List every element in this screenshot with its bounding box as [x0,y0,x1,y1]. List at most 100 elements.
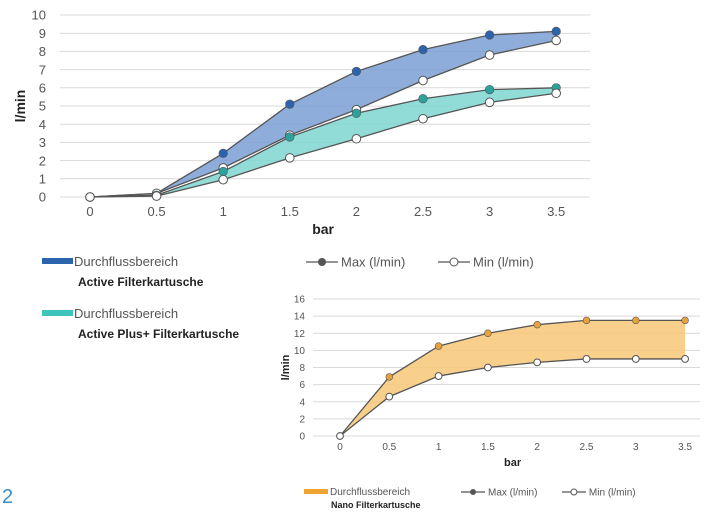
plus-min-point [484,97,495,108]
nano-max-line [339,319,686,437]
nano-legend-subtitle: Nano Filterkartusche [331,500,421,510]
active-min-point [418,75,428,86]
plus-legend-subtitle: Active Plus+ Filterkartusche [78,327,239,341]
active-legend-swatch [42,258,73,264]
y-tick-label: 6 [299,380,305,391]
active-legend-title: Durchflussbereich [74,254,178,269]
y-tick-label: 8 [299,363,305,374]
nano-min-point [681,355,689,363]
legend-max-marker [318,258,326,266]
nano-min-point [484,363,492,372]
legend-min-marker [570,488,578,496]
plus-max-point [485,85,495,95]
x-tick-label: 2 [353,204,360,219]
nano-max-point [632,316,640,325]
x-tick-label: 3.5 [547,204,565,219]
nano-min-point [582,355,591,363]
legend-min-label: Min (l/min) [473,255,534,270]
legend-min-marker [449,257,459,267]
active-min-point [484,50,495,60]
y-tick-label: 9 [39,26,46,41]
legend-max-marker [470,489,476,495]
plus-min-point [551,88,562,99]
plus-min-point [285,153,295,163]
x-tick-label: 0.5 [148,204,166,219]
x-axis-label: bar [504,457,522,469]
y-tick-label: 16 [294,295,306,306]
nano-range-area [340,320,686,436]
active-max-point [418,44,428,55]
y-tick-label: 0 [39,190,46,205]
nano-min-line [339,358,686,437]
x-tick-label: 2 [534,442,540,453]
nano-max-point [681,316,689,325]
active-max-line [89,30,557,198]
nano-max-point [582,316,591,325]
active-max-point [551,26,561,36]
plus-max-point [285,132,295,142]
nano-min-point [631,355,640,363]
plus-min-line [89,92,557,198]
x-tick-label: 0 [337,442,343,453]
y-tick-label: 3 [39,135,46,150]
x-tick-label: 0.5 [382,442,396,453]
x-tick-label: 2.5 [580,442,594,453]
x-tick-label: 1 [436,442,442,453]
main-flow-chart: 0 1 2 3 4 5 6 7 8 9 10 0 0.5 1 1.5 2 2.5 3 3.5 bar l/min [12,8,590,237]
x-axis-label: bar [312,221,334,237]
nano-min-point [434,372,443,380]
y-tick-label: 12 [294,329,306,340]
plus-legend-swatch [42,310,73,316]
x-tick-label: 1.5 [481,442,495,453]
nano-min-point [533,358,542,367]
y-tick-label: 10 [294,346,306,357]
plus-min-point [218,174,228,185]
x-tick-label: 2.5 [414,204,432,219]
nano-min-point [385,392,394,401]
nano-max-point [434,342,443,350]
y-tick-label: 5 [39,99,46,114]
x-tick-label: 0 [86,204,93,219]
plus-min-point [418,113,428,124]
plus-min-point [351,133,362,144]
nano-legend-title: Durchflussbereich [330,487,410,498]
plus-legend-title: Durchflussbereich [74,306,178,321]
nano-max-point [385,373,393,381]
page-number: 2 [2,486,14,508]
x-tick-label: 1.5 [281,204,299,219]
y-tick-label: 2 [299,414,305,425]
nano-legend-swatch [304,489,328,494]
x-tick-label: 1 [220,204,227,219]
nano-chart-legend: Durchflussbereich Nano Filterkartusche Max… [304,487,636,510]
y-tick-label: 4 [39,117,46,132]
y-tick-label: 2 [39,153,46,168]
y-axis-label: l/min [12,90,28,123]
nano-max-point [533,320,541,329]
active-max-point [285,99,295,109]
active-max-point [218,148,228,158]
legend-max-label: Max (l/min) [488,488,537,499]
plus-max-point [418,94,428,104]
plus-max-line [89,87,557,198]
active-min-point [551,35,562,46]
y-tick-label: 0 [299,432,305,443]
legend-min-label: Min (l/min) [589,488,636,499]
main-chart-legend: Durchflussbereich Active Filterkartusche D… [42,254,534,341]
x-tick-label: 3.5 [678,442,692,453]
x-tick-label: 3 [633,442,639,453]
plus-range-area [90,87,557,197]
active-legend-subtitle: Active Filterkartusche [78,275,204,289]
y-tick-label: 14 [294,312,306,323]
legend-max-label: Max (l/min) [341,255,405,270]
x-tick-label: 3 [486,204,493,219]
y-tick-label: 6 [39,80,46,95]
y-tick-label: 10 [32,8,46,23]
nano-flow-chart: 0 2 4 6 8 10 12 14 16 0 0.5 1 1.5 2 2.5 3 3.5 bar l/min [280,295,700,469]
active-max-point [485,30,495,40]
plus-max-point [218,166,228,177]
nano-max-point [484,329,492,337]
y-tick-label: 7 [39,62,46,77]
active-min-line [89,39,557,198]
nano-min-point [336,432,344,440]
